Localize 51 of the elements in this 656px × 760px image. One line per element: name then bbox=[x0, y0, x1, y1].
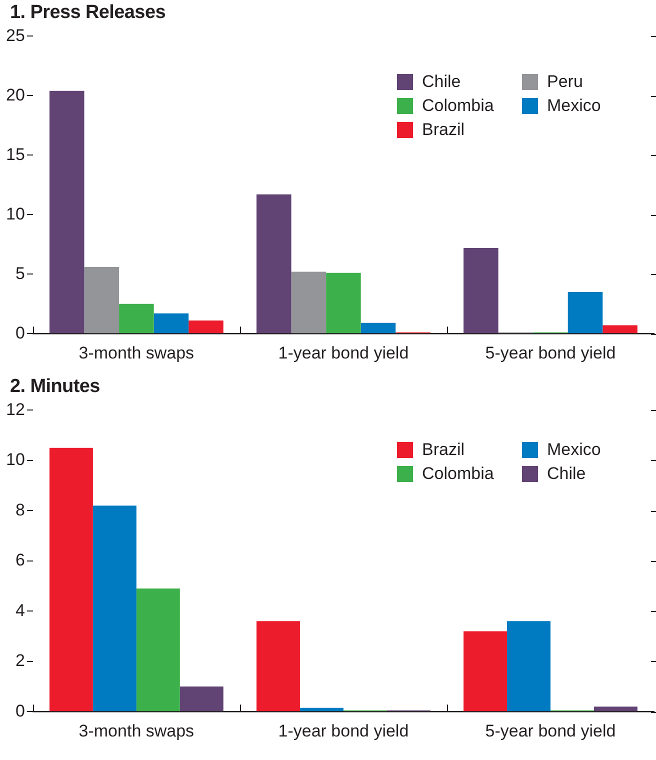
bar bbox=[300, 708, 344, 712]
legend-label: Chile bbox=[421, 72, 462, 92]
y-tick-label: 0 bbox=[15, 323, 25, 342]
bar bbox=[568, 292, 603, 334]
y-tick-label: 10 bbox=[6, 204, 25, 224]
bar bbox=[602, 325, 638, 334]
bar bbox=[360, 322, 396, 334]
y-tick-label: 12 bbox=[6, 400, 25, 419]
bar bbox=[464, 248, 498, 334]
y-tick-label: 0 bbox=[15, 701, 25, 720]
bar bbox=[188, 320, 224, 334]
bar bbox=[49, 90, 84, 334]
y-tick-label: 10 bbox=[6, 450, 25, 470]
x-tick-label: 1-year bond yield bbox=[278, 721, 409, 740]
bar bbox=[92, 506, 136, 712]
bar bbox=[136, 588, 180, 712]
x-tick-label: 1-year bond yield bbox=[278, 343, 409, 362]
bar bbox=[507, 621, 550, 712]
legend-label: Chile bbox=[546, 464, 587, 484]
y-tick-label: 6 bbox=[15, 550, 25, 570]
x-tick-label: 3-month swaps bbox=[78, 343, 194, 362]
y-tick-label: 4 bbox=[15, 600, 25, 620]
legend-label: Mexico bbox=[546, 440, 602, 460]
legend-label: Peru bbox=[546, 72, 584, 92]
legend-label: Brazil bbox=[421, 120, 466, 140]
legend-label: Colombia bbox=[421, 96, 495, 116]
bar bbox=[326, 272, 361, 334]
y-tick-label: 20 bbox=[6, 85, 25, 104]
chart-title: 2. Minutes bbox=[9, 375, 101, 399]
y-tick-label: 2 bbox=[15, 651, 25, 670]
bar bbox=[180, 686, 224, 712]
y-tick-label: 5 bbox=[15, 264, 25, 283]
bar bbox=[256, 194, 292, 334]
bar bbox=[119, 304, 154, 334]
bar bbox=[594, 706, 638, 712]
legend-label: Colombia bbox=[421, 464, 495, 484]
x-tick-label: 3-month swaps bbox=[78, 721, 194, 740]
bar bbox=[49, 448, 93, 712]
bar bbox=[291, 272, 326, 334]
bar bbox=[84, 266, 120, 334]
x-tick-label: 5-year bond yield bbox=[485, 721, 616, 740]
bar bbox=[154, 313, 189, 334]
legend-label: Mexico bbox=[546, 96, 602, 116]
y-tick-label: 25 bbox=[6, 26, 25, 45]
x-tick-label: 5-year bond yield bbox=[485, 343, 616, 362]
y-tick-label: 8 bbox=[15, 500, 25, 520]
bar bbox=[256, 621, 300, 712]
chart-title: 1. Press Releases bbox=[9, 1, 166, 25]
bar bbox=[464, 631, 508, 712]
legend-label: Brazil bbox=[421, 440, 466, 460]
y-tick-label: 15 bbox=[6, 144, 25, 164]
